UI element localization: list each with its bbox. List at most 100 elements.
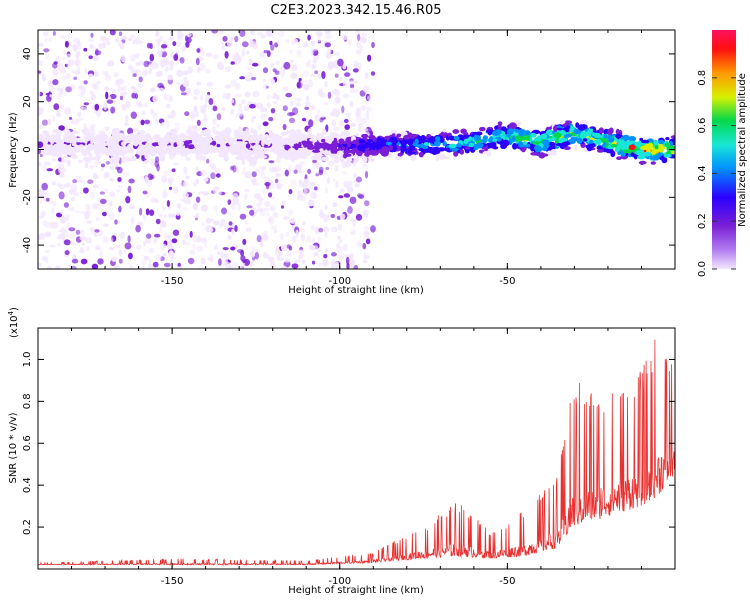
noise-blob bbox=[166, 103, 171, 109]
noise-blob bbox=[322, 214, 330, 222]
noise-blob bbox=[92, 203, 98, 210]
ridge-blob bbox=[72, 146, 79, 153]
noise-blob bbox=[301, 180, 308, 189]
noise-blob bbox=[158, 87, 165, 92]
ridge-blob bbox=[307, 146, 316, 150]
noise-blob bbox=[95, 216, 100, 222]
ridge-blob bbox=[390, 139, 399, 144]
ridge-blob bbox=[87, 152, 93, 156]
noise-blob bbox=[290, 179, 297, 187]
noise-blob bbox=[265, 30, 271, 37]
noise-blob bbox=[362, 128, 369, 132]
ridge-blob bbox=[200, 155, 207, 161]
noise-blob bbox=[341, 160, 347, 169]
noise-blob bbox=[138, 76, 143, 83]
ridge-blob bbox=[171, 149, 176, 153]
noise-blob bbox=[276, 94, 280, 101]
ridge-blob bbox=[226, 137, 234, 142]
ridge-blob bbox=[487, 129, 492, 136]
ridge-blob bbox=[111, 127, 121, 134]
noise-blob bbox=[238, 109, 244, 117]
ridge-blob bbox=[610, 144, 617, 148]
noise-blob bbox=[291, 263, 299, 269]
y-tick-label: 0.2 bbox=[22, 519, 33, 535]
noise-blob bbox=[184, 200, 192, 205]
noise-blob bbox=[263, 83, 268, 91]
ridge-blob bbox=[434, 140, 441, 146]
noise-blob bbox=[305, 236, 312, 243]
ridge-blob bbox=[497, 123, 502, 131]
noise-blob bbox=[242, 166, 246, 174]
noise-blob bbox=[85, 237, 93, 244]
noise-blob bbox=[131, 58, 135, 62]
ridge-blob bbox=[500, 143, 508, 149]
noise-blob bbox=[81, 242, 85, 247]
noise-blob bbox=[234, 93, 242, 98]
noise-blob bbox=[349, 253, 354, 259]
ridge-blob bbox=[44, 150, 54, 156]
spectrogram-y-ticks: -40 -20 0 20 40 bbox=[22, 48, 675, 253]
noise-blob bbox=[102, 223, 109, 227]
noise-blob bbox=[85, 245, 90, 251]
noise-blob bbox=[297, 164, 302, 169]
ridge-blob bbox=[580, 119, 588, 126]
noise-blob bbox=[59, 216, 67, 224]
y-tick-label: -20 bbox=[22, 189, 33, 205]
ridge-blob bbox=[426, 134, 432, 138]
noise-blob bbox=[156, 70, 163, 77]
noise-blob bbox=[51, 115, 56, 122]
ridge-blob bbox=[634, 141, 643, 146]
ridge-blob bbox=[661, 156, 668, 164]
snr-y-multiplier-close: ) bbox=[9, 307, 20, 311]
ridge-blob bbox=[616, 156, 622, 160]
noise-blob bbox=[87, 179, 94, 184]
noise-blob bbox=[79, 235, 87, 241]
noise-blob bbox=[38, 162, 42, 167]
colorbar-tick-label: 0.4 bbox=[697, 165, 708, 181]
noise-blob bbox=[160, 44, 168, 49]
noise-blob bbox=[350, 83, 355, 89]
ridge-blob bbox=[155, 134, 161, 142]
noise-blob bbox=[143, 159, 150, 164]
noise-blob bbox=[95, 80, 102, 85]
noise-blob bbox=[101, 203, 105, 208]
noise-blob bbox=[41, 182, 48, 191]
ridge-blob bbox=[362, 156, 368, 164]
noise-blob bbox=[148, 258, 152, 266]
ridge-blob bbox=[550, 149, 557, 156]
noise-blob bbox=[342, 80, 348, 88]
noise-blob bbox=[290, 72, 298, 80]
noise-blob bbox=[193, 96, 198, 101]
noise-blob bbox=[167, 206, 171, 210]
noise-blob bbox=[150, 108, 155, 115]
noise-blob bbox=[325, 187, 328, 194]
noise-blob bbox=[295, 229, 299, 238]
noise-blob bbox=[324, 248, 328, 253]
ridge-blob bbox=[452, 129, 460, 134]
ridge-blob bbox=[403, 134, 411, 140]
noise-blob bbox=[83, 102, 90, 106]
colorbar: 0.0 0.2 0.4 0.6 0.8 Normalized spectral ampl… bbox=[697, 30, 748, 277]
noise-blob bbox=[347, 205, 353, 214]
noise-blob bbox=[48, 265, 52, 269]
noise-blob bbox=[123, 85, 127, 92]
noise-blob bbox=[334, 73, 339, 78]
noise-blob bbox=[159, 226, 163, 233]
noise-blob bbox=[221, 207, 227, 215]
x-tick-label: -100 bbox=[328, 276, 351, 287]
noise-blob bbox=[44, 37, 49, 43]
noise-blob bbox=[299, 169, 303, 174]
noise-blob bbox=[343, 182, 350, 189]
noise-blob bbox=[293, 259, 299, 265]
noise-blob bbox=[239, 213, 247, 220]
ridge-blob bbox=[425, 148, 430, 153]
ridge-blob bbox=[545, 129, 554, 136]
noise-blob bbox=[166, 244, 174, 250]
noise-blob bbox=[205, 52, 212, 57]
noise-blob bbox=[212, 118, 217, 125]
noise-blob bbox=[135, 69, 142, 74]
noise-blob bbox=[252, 115, 256, 119]
ridge-blob bbox=[279, 139, 286, 144]
noise-blob bbox=[38, 107, 44, 115]
ridge-blob bbox=[112, 138, 116, 144]
